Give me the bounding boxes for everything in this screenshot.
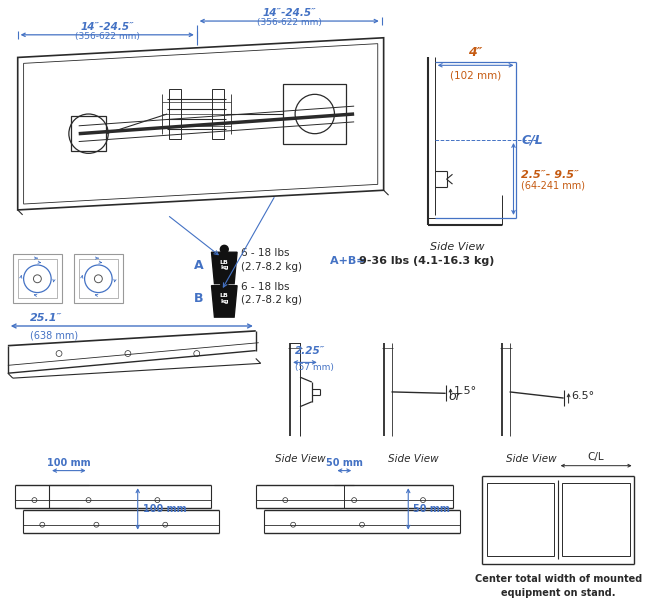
Text: A+B=: A+B=: [329, 256, 369, 266]
Text: 100 mm: 100 mm: [47, 458, 90, 467]
Text: A: A: [194, 259, 204, 271]
Text: 6.5°: 6.5°: [572, 391, 595, 401]
Text: Side View: Side View: [430, 242, 484, 253]
Circle shape: [220, 245, 228, 253]
Text: 14″-24.5″: 14″-24.5″: [81, 22, 134, 32]
Text: 14″-24.5″: 14″-24.5″: [262, 8, 316, 18]
Text: or: or: [448, 390, 461, 403]
Text: Center total width of mounted
equipment on stand.: Center total width of mounted equipment …: [475, 574, 642, 598]
Text: 50 mm: 50 mm: [413, 504, 450, 514]
Polygon shape: [211, 286, 237, 317]
Text: 2.5″- 9.5″: 2.5″- 9.5″: [521, 170, 579, 180]
Text: Side View: Side View: [506, 454, 556, 464]
Text: C/L: C/L: [521, 134, 543, 146]
Text: (64-241 mm): (64-241 mm): [521, 181, 585, 191]
Polygon shape: [211, 253, 237, 283]
Text: 25.1″: 25.1″: [30, 313, 62, 323]
Text: (57 mm): (57 mm): [295, 364, 334, 372]
Text: 100 mm: 100 mm: [143, 504, 186, 514]
Text: Side View: Side View: [275, 454, 325, 464]
Text: 1.5°: 1.5°: [453, 386, 477, 396]
Text: LB
kg: LB kg: [220, 260, 229, 270]
Text: 50 mm: 50 mm: [326, 458, 363, 467]
Text: C/L: C/L: [587, 452, 604, 462]
Text: 9-36 lbs (4.1-16.3 kg): 9-36 lbs (4.1-16.3 kg): [359, 256, 494, 266]
Text: 4″: 4″: [469, 46, 483, 59]
Text: Side View: Side View: [388, 454, 438, 464]
Text: LB
kg: LB kg: [220, 293, 229, 304]
Text: (356-622 mm): (356-622 mm): [75, 32, 140, 41]
Text: 6 - 18 lbs
(2.7-8.2 kg): 6 - 18 lbs (2.7-8.2 kg): [241, 248, 302, 272]
Text: B: B: [194, 292, 204, 305]
Circle shape: [220, 279, 228, 287]
Text: 6 - 18 lbs
(2.7-8.2 kg): 6 - 18 lbs (2.7-8.2 kg): [241, 282, 302, 305]
Text: (638 mm): (638 mm): [30, 331, 78, 341]
Text: (102 mm): (102 mm): [450, 70, 501, 80]
Text: (356-622 mm): (356-622 mm): [257, 18, 321, 27]
Text: 2.25″: 2.25″: [295, 345, 325, 356]
